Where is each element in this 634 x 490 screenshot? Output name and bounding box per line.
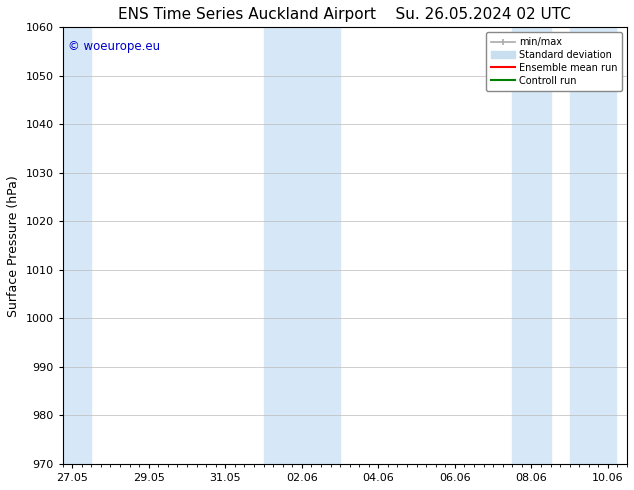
Y-axis label: Surface Pressure (hPa): Surface Pressure (hPa) [7,175,20,317]
Title: ENS Time Series Auckland Airport    Su. 26.05.2024 02 UTC: ENS Time Series Auckland Airport Su. 26.… [119,7,571,22]
Bar [512,27,550,464]
Bar [34,27,91,464]
Legend: min/max, Standard deviation, Ensemble mean run, Controll run: min/max, Standard deviation, Ensemble me… [486,32,622,91]
Bar [264,27,340,464]
Text: © woeurope.eu: © woeurope.eu [68,40,160,53]
Bar [570,27,616,464]
